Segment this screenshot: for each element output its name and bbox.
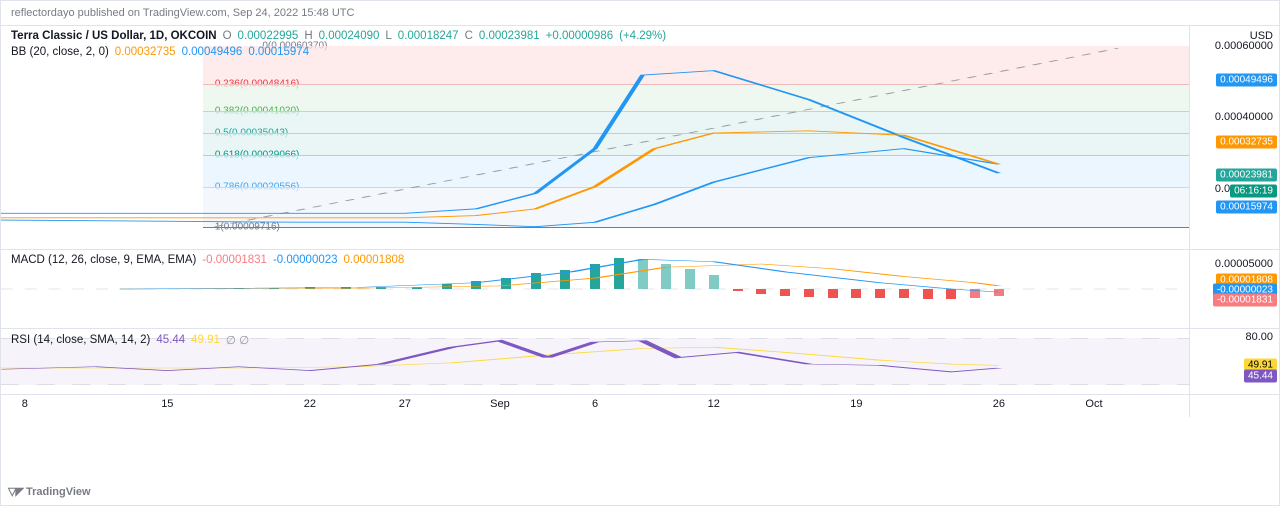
macd-histogram-bar: [638, 259, 648, 289]
macd-histogram-bar: [590, 264, 600, 289]
macd-histogram-bar: [875, 289, 885, 298]
macd-histogram-bar: [269, 288, 279, 289]
rsi-y-axis[interactable]: 80.0049.9145.44: [1189, 329, 1279, 394]
macd-y-axis[interactable]: 0.000050000.000000000.00001808-0.0000002…: [1189, 250, 1279, 328]
main-chart-area[interactable]: 0(0.00060370)0.236(0.00048416)0.382(0.00…: [1, 26, 1189, 249]
time-tick: 8: [22, 398, 28, 410]
rsi-panel[interactable]: RSI (14, close, SMA, 14, 2) 45.44 49.91 …: [1, 329, 1279, 395]
macd-histogram-bar: [828, 289, 838, 298]
symbol-info: Terra Classic / US Dollar, 1D, OKCOIN O0…: [11, 30, 666, 42]
main-panel[interactable]: Terra Classic / US Dollar, 1D, OKCOIN O0…: [1, 26, 1279, 250]
macd-histogram-bar: [756, 289, 766, 294]
time-tick: 19: [850, 398, 862, 410]
macd-histogram-bar: [471, 281, 481, 289]
time-axis[interactable]: 8 15 22 27 Sep 6 12 19 26 Oct: [1, 395, 1279, 417]
macd-histogram-bar: [661, 264, 671, 289]
macd-info: MACD (12, 26, close, 9, EMA, EMA) -0.000…: [11, 254, 404, 266]
time-tick: 15: [161, 398, 173, 410]
macd-histogram-bar: [923, 289, 933, 299]
macd-histogram-bar: [560, 270, 570, 289]
macd-histogram-bar: [851, 289, 861, 298]
macd-histogram-bar: [305, 287, 315, 289]
macd-histogram-bar: [970, 289, 980, 298]
macd-histogram-bar: [531, 273, 541, 289]
macd-histogram-bar: [804, 289, 814, 297]
macd-histogram-bar: [899, 289, 909, 298]
time-tick: 6: [592, 398, 598, 410]
chart-container: Terra Classic / US Dollar, 1D, OKCOIN O0…: [1, 26, 1279, 417]
time-tick: Sep: [490, 398, 510, 410]
macd-histogram-bar: [341, 287, 351, 289]
bb-info: BB (20, close, 2, 0) 0.00032735 0.000494…: [11, 46, 309, 58]
macd-histogram-bar: [709, 275, 719, 289]
time-tick: 12: [708, 398, 720, 410]
publish-header: reflectordayo published on TradingView.c…: [1, 1, 1279, 26]
macd-histogram-bar: [946, 289, 956, 299]
macd-histogram-bar: [994, 289, 1004, 296]
main-y-axis[interactable]: USD 0.000600000.000400000.000200000.0004…: [1189, 26, 1279, 249]
macd-histogram-bar: [780, 289, 790, 296]
time-tick: 27: [399, 398, 411, 410]
time-tick: Oct: [1085, 398, 1102, 410]
rsi-info: RSI (14, close, SMA, 14, 2) 45.44 49.91 …: [11, 333, 249, 347]
macd-histogram-bar: [412, 287, 422, 289]
macd-histogram-bar: [685, 269, 695, 289]
tradingview-logo: ▽◤ TradingView: [8, 485, 91, 498]
macd-panel[interactable]: MACD (12, 26, close, 9, EMA, EMA) -0.000…: [1, 250, 1279, 329]
macd-histogram-bar: [442, 284, 452, 289]
macd-histogram-bar: [234, 288, 244, 289]
time-tick: 26: [993, 398, 1005, 410]
time-tick: 22: [304, 398, 316, 410]
macd-histogram-bar: [733, 289, 743, 291]
macd-histogram-bar: [501, 278, 511, 289]
macd-histogram-bar: [614, 258, 624, 289]
macd-histogram-bar: [376, 287, 386, 289]
